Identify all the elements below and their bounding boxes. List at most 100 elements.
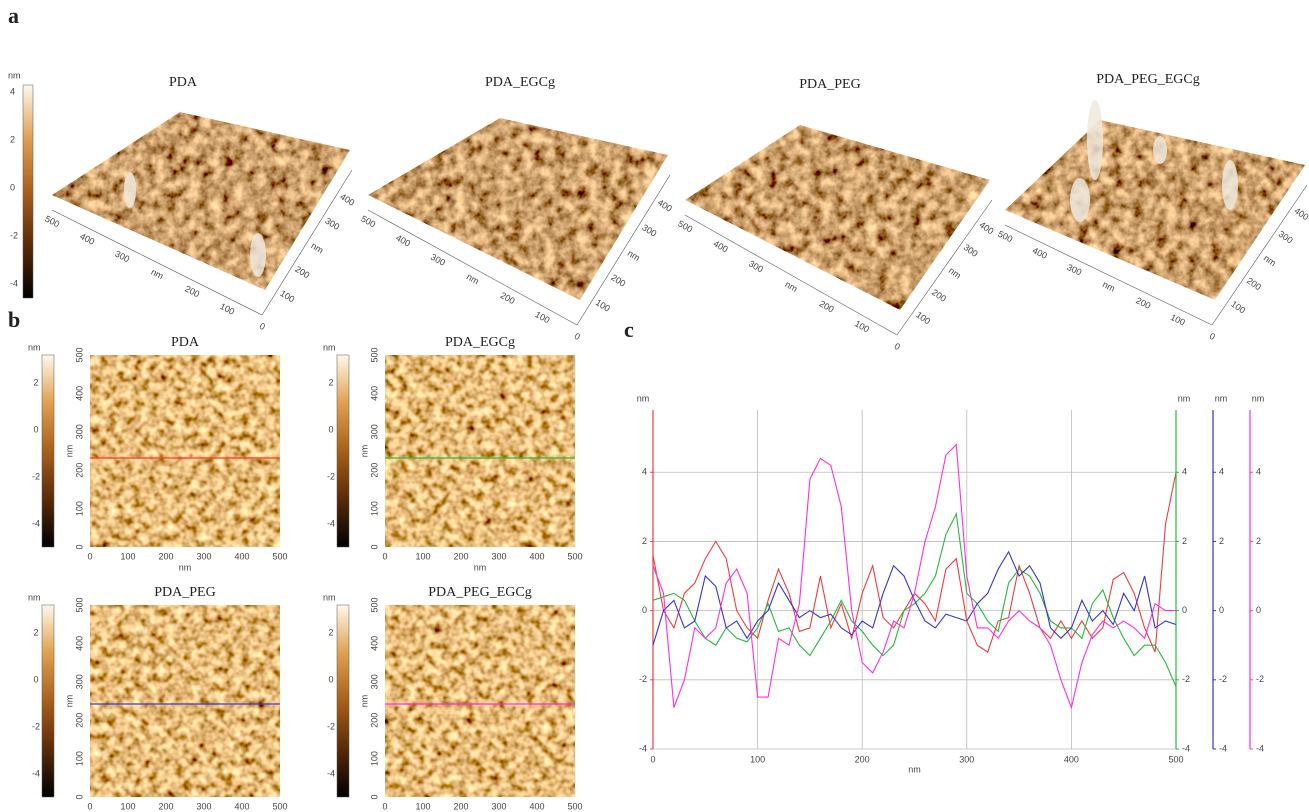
colorbar-tick: 0: [10, 182, 15, 192]
x-tick-label: 500: [567, 801, 582, 811]
x-tick-label: 300: [491, 801, 506, 811]
afm-image: [90, 355, 280, 547]
edge-label: 400: [656, 197, 674, 213]
y-axis-label: nm: [359, 445, 369, 458]
x-tick-label: 500: [272, 551, 287, 561]
y-tick-label: 200: [369, 713, 379, 728]
colorbar-tick: -2: [32, 721, 40, 731]
profile-series: [653, 552, 1176, 645]
x-tick-label: 400: [234, 551, 249, 561]
y-tick-label: 200: [74, 463, 84, 478]
colorbar-unit: nm: [323, 592, 336, 602]
x-tick-label: 200: [453, 551, 468, 561]
x-tick-label: 500: [567, 551, 582, 561]
edge-label: 200: [499, 290, 517, 306]
afm-image: [90, 605, 280, 797]
y-tick-label: -4: [1182, 743, 1190, 753]
x-tick-label: 100: [415, 551, 430, 561]
colorbar-tick: -2: [10, 230, 18, 240]
edge-label: 200: [930, 287, 948, 304]
surface-peak: [250, 233, 266, 277]
edge-label: 100: [594, 297, 612, 313]
afm-image: [385, 605, 575, 797]
colorbar-tick: 0: [33, 674, 38, 684]
y-axis-label: nm: [64, 695, 74, 708]
x-tick-label: 0: [650, 754, 655, 764]
edge-label: 0: [258, 321, 267, 332]
y-tick-label: 100: [74, 501, 84, 516]
edge-label: 300: [429, 252, 447, 268]
panel-label: a: [8, 3, 19, 28]
edge-label: nm: [465, 272, 481, 287]
edge-label: 100: [1229, 299, 1247, 316]
colorbar-tick: -4: [10, 278, 18, 288]
y-tick-label: 100: [74, 751, 84, 766]
x-tick-label: 400: [529, 551, 544, 561]
colorbar: [23, 85, 33, 298]
edge-label: nm: [309, 240, 325, 255]
x-tick-label: 300: [196, 801, 211, 811]
x-tick-label: 0: [87, 801, 92, 811]
edge-label: 200: [609, 272, 627, 288]
x-axis-label: nm: [908, 764, 921, 774]
y-tick-label: 0: [1182, 605, 1187, 615]
surface-title: PDA_PEG: [799, 77, 860, 92]
x-tick-label: 300: [491, 551, 506, 561]
x-tick-label: 500: [1168, 754, 1183, 764]
edge-label: 200: [1134, 295, 1152, 311]
y-tick-label: 0: [642, 605, 647, 615]
y-tick-label: -2: [1182, 674, 1190, 684]
y-tick-label: 500: [369, 597, 379, 612]
profile-series: [653, 445, 1176, 708]
y-tick-label: 500: [74, 597, 84, 612]
y-tick-label: -2: [1219, 674, 1227, 684]
colorbar-tick: 2: [33, 377, 38, 387]
edge-label: nm: [1101, 279, 1117, 293]
y-axis-label: nm: [359, 695, 369, 708]
edge-label: 400: [712, 238, 730, 254]
y-tick-label: 200: [74, 713, 84, 728]
y-axis-label: nm: [64, 445, 74, 458]
y-tick-label: -2: [639, 674, 647, 684]
y-tick-label: 300: [369, 424, 379, 439]
colorbar-tick: 2: [328, 377, 333, 387]
colorbar-tick: 2: [10, 134, 15, 144]
edge-label: nm: [626, 248, 642, 263]
x-tick-label: 100: [415, 801, 430, 811]
y-axis-label: nm: [1178, 393, 1191, 403]
surface-peak: [1153, 136, 1167, 164]
surface-peak: [124, 172, 136, 208]
edge-label: 300: [1277, 229, 1295, 246]
colorbar-tick: -4: [32, 518, 40, 528]
y-tick-label: 4: [1256, 467, 1261, 477]
edge-label: 300: [747, 258, 765, 274]
x-tick-label: 400: [234, 801, 249, 811]
surface-peak: [1222, 160, 1238, 210]
edge-label: 500: [676, 218, 694, 234]
y-tick-label: 4: [1219, 467, 1224, 477]
edge-label: 100: [278, 288, 296, 304]
y-tick-label: 400: [369, 636, 379, 651]
edge-label: 300: [1065, 262, 1083, 278]
y-tick-label: 300: [74, 674, 84, 689]
colorbar-tick: -2: [327, 471, 335, 481]
x-axis-label: nm: [179, 562, 192, 572]
colorbar-tick: 0: [33, 424, 38, 434]
y-axis-label: nm: [1215, 393, 1228, 403]
image-title: PDA: [171, 335, 200, 350]
edge-label: 400: [1031, 245, 1049, 261]
afm-surface: [368, 118, 668, 300]
afm-surface: [685, 125, 990, 310]
edge-label: 300: [113, 249, 131, 265]
x-tick-label: 500: [272, 801, 287, 811]
colorbar-unit: nm: [8, 70, 21, 80]
edge-label: nm: [1262, 253, 1278, 268]
edge-label: 400: [978, 220, 996, 237]
edge-label: 100: [853, 318, 871, 334]
edge-label: 500: [996, 229, 1014, 245]
colorbar-tick: 2: [33, 627, 38, 637]
colorbar-tick: -4: [32, 768, 40, 778]
edge-label: 0: [1208, 331, 1217, 342]
y-tick-label: 300: [74, 424, 84, 439]
edge-label: nm: [783, 279, 799, 294]
